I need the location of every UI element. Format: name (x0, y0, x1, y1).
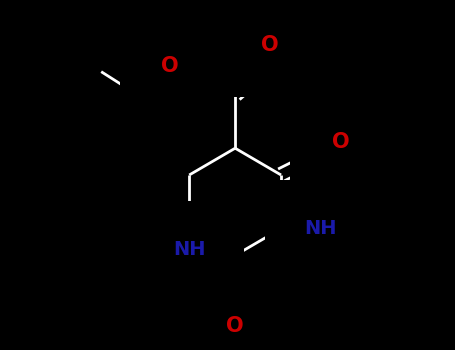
Text: O: O (332, 132, 349, 153)
Text: NH: NH (304, 219, 337, 238)
Text: O: O (226, 316, 244, 336)
Text: O: O (261, 35, 278, 55)
Text: NH: NH (173, 240, 206, 259)
Text: O: O (161, 56, 179, 76)
